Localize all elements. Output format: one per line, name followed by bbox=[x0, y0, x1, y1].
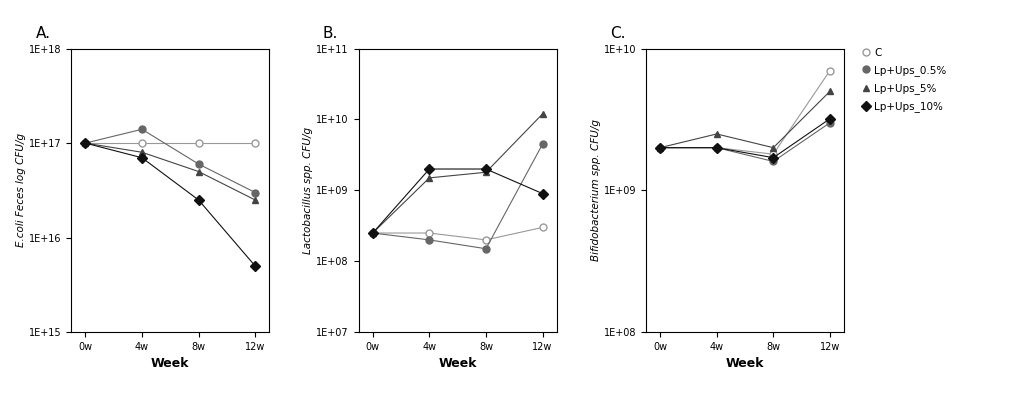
Y-axis label: E.coli Feces log CFU/g: E.coli Feces log CFU/g bbox=[16, 133, 26, 247]
Line: Lp+Ups_0.5%: Lp+Ups_0.5% bbox=[369, 141, 546, 252]
Lp+Ups_0.5% bbox=[824, 120, 836, 125]
Lp+Ups_0.5% bbox=[423, 237, 435, 242]
Line: C: C bbox=[82, 140, 258, 147]
Lp+Ups_10% bbox=[366, 230, 378, 235]
Line: Lp+Ups_5%: Lp+Ups_5% bbox=[657, 88, 833, 151]
Lp+Ups_10% bbox=[767, 155, 779, 160]
C bbox=[136, 141, 148, 145]
X-axis label: Week: Week bbox=[152, 357, 189, 371]
C bbox=[480, 237, 492, 242]
Lp+Ups_0.5% bbox=[711, 145, 723, 150]
Lp+Ups_5% bbox=[711, 132, 723, 136]
Text: C.: C. bbox=[610, 26, 625, 41]
Line: Lp+Ups_0.5%: Lp+Ups_0.5% bbox=[82, 126, 258, 196]
Lp+Ups_10% bbox=[79, 141, 92, 145]
Legend: C, Lp+Ups_0.5%, Lp+Ups_5%, Lp+Ups_10%: C, Lp+Ups_0.5%, Lp+Ups_5%, Lp+Ups_10% bbox=[859, 46, 949, 115]
Lp+Ups_5% bbox=[537, 111, 549, 116]
Lp+Ups_5% bbox=[423, 175, 435, 180]
Lp+Ups_10% bbox=[537, 191, 549, 196]
Lp+Ups_5% bbox=[824, 89, 836, 94]
Lp+Ups_10% bbox=[192, 198, 204, 202]
C bbox=[824, 68, 836, 73]
Lp+Ups_10% bbox=[824, 116, 836, 121]
Lp+Ups_10% bbox=[480, 166, 492, 171]
Lp+Ups_0.5% bbox=[366, 230, 378, 235]
C bbox=[767, 152, 779, 157]
Lp+Ups_0.5% bbox=[192, 162, 204, 166]
Line: Lp+Ups_10%: Lp+Ups_10% bbox=[369, 166, 546, 237]
C bbox=[711, 145, 723, 150]
C bbox=[79, 141, 92, 145]
Lp+Ups_10% bbox=[249, 264, 261, 269]
Line: Lp+Ups_5%: Lp+Ups_5% bbox=[369, 111, 546, 237]
Lp+Ups_0.5% bbox=[249, 190, 261, 195]
C bbox=[654, 145, 666, 150]
Line: Lp+Ups_10%: Lp+Ups_10% bbox=[82, 140, 258, 269]
Lp+Ups_5% bbox=[654, 145, 666, 150]
X-axis label: Week: Week bbox=[726, 357, 764, 371]
Line: Lp+Ups_5%: Lp+Ups_5% bbox=[82, 140, 258, 203]
Text: B.: B. bbox=[322, 26, 339, 41]
C bbox=[366, 230, 378, 235]
Lp+Ups_0.5% bbox=[79, 141, 92, 145]
Lp+Ups_10% bbox=[423, 166, 435, 171]
Text: A.: A. bbox=[36, 26, 51, 41]
Lp+Ups_5% bbox=[192, 169, 204, 174]
Lp+Ups_10% bbox=[654, 145, 666, 150]
Y-axis label: Lactobacillus spp. CFU/g: Lactobacillus spp. CFU/g bbox=[303, 127, 313, 254]
C bbox=[192, 141, 204, 145]
Y-axis label: Bifidobacterium spp. CFU/g: Bifidobacterium spp. CFU/g bbox=[591, 119, 601, 261]
Lp+Ups_0.5% bbox=[136, 127, 148, 132]
Line: Lp+Ups_10%: Lp+Ups_10% bbox=[657, 115, 833, 161]
Lp+Ups_5% bbox=[79, 141, 92, 145]
Lp+Ups_0.5% bbox=[480, 246, 492, 251]
Line: Lp+Ups_0.5%: Lp+Ups_0.5% bbox=[657, 119, 833, 165]
Lp+Ups_0.5% bbox=[767, 159, 779, 164]
Lp+Ups_0.5% bbox=[537, 142, 549, 147]
Lp+Ups_5% bbox=[767, 145, 779, 150]
Lp+Ups_5% bbox=[136, 150, 148, 155]
Lp+Ups_10% bbox=[136, 155, 148, 160]
Lp+Ups_0.5% bbox=[654, 145, 666, 150]
Lp+Ups_5% bbox=[366, 230, 378, 235]
Line: C: C bbox=[369, 224, 546, 243]
X-axis label: Week: Week bbox=[438, 357, 477, 371]
C bbox=[249, 141, 261, 145]
Line: C: C bbox=[657, 67, 833, 158]
C bbox=[537, 225, 549, 230]
C bbox=[423, 230, 435, 235]
Lp+Ups_5% bbox=[480, 170, 492, 175]
Lp+Ups_10% bbox=[711, 145, 723, 150]
Lp+Ups_5% bbox=[249, 198, 261, 202]
